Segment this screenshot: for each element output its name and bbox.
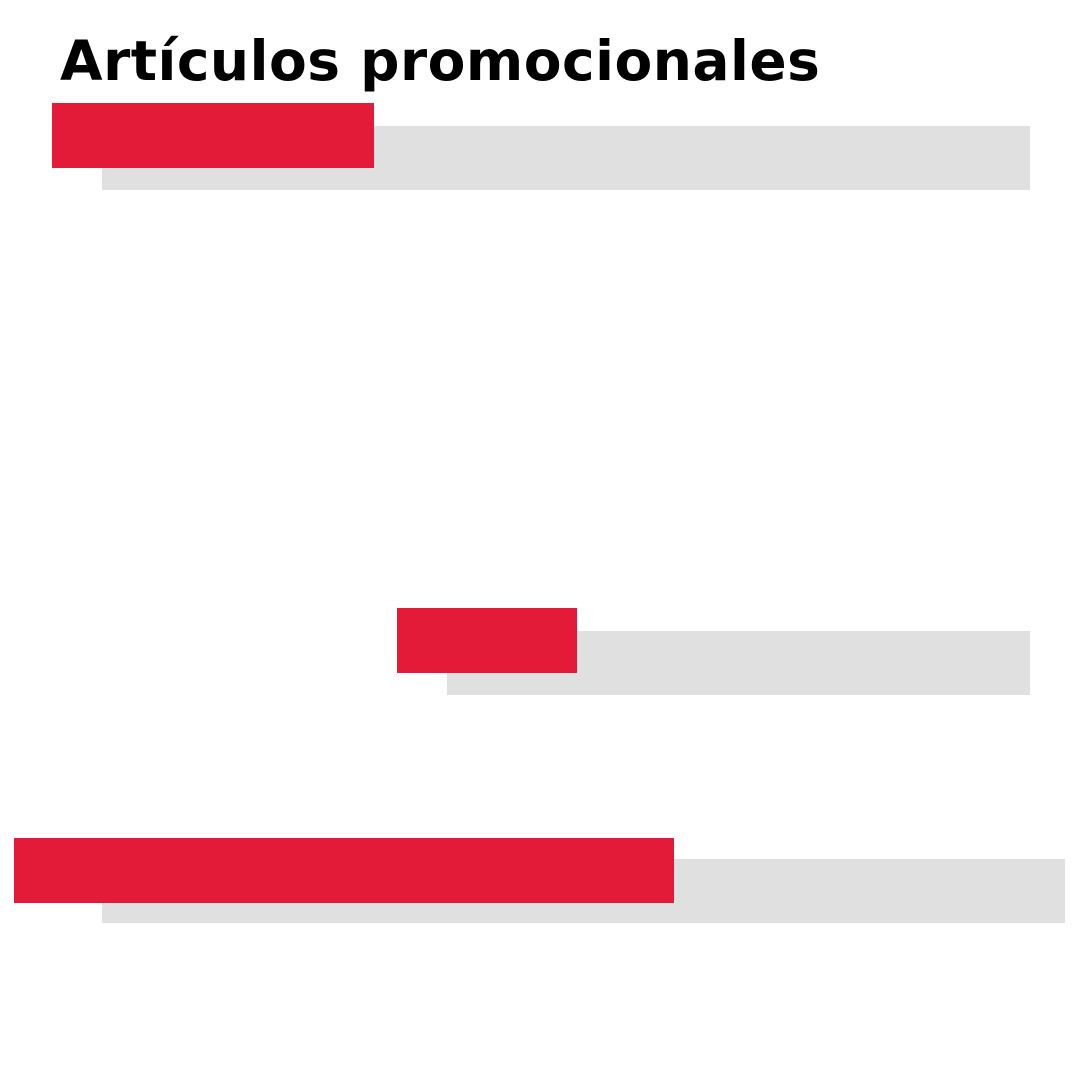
red-accent-bar	[397, 608, 577, 673]
red-accent-bar	[52, 103, 374, 168]
page-title: Artículos promocionales	[60, 29, 821, 93]
red-accent-bar	[14, 838, 674, 903]
